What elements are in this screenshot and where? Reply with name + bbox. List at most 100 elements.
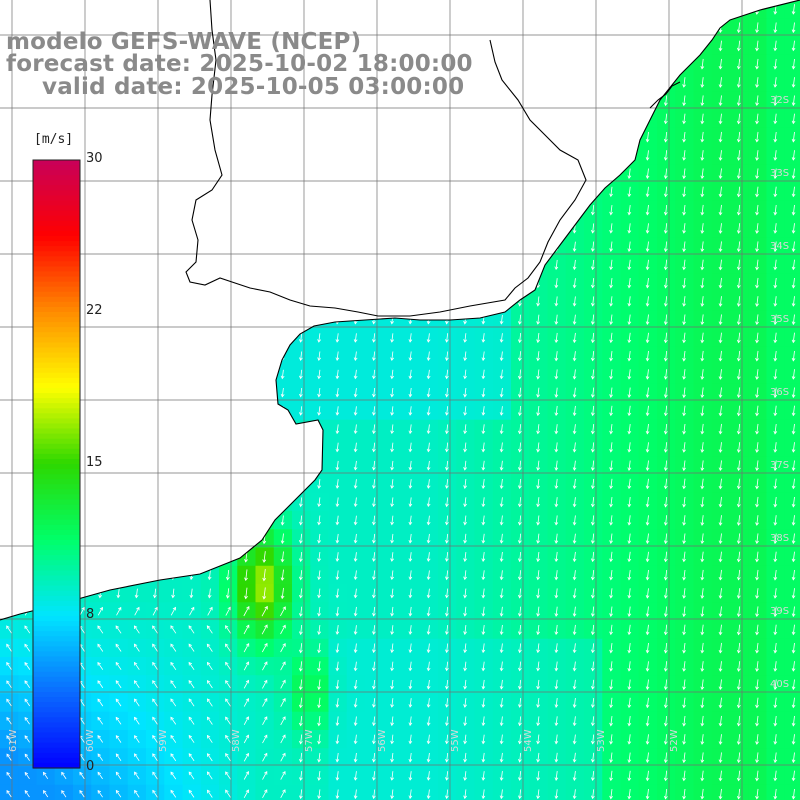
wind-arrow bbox=[26, 588, 29, 598]
wind-arrow-head bbox=[61, 156, 66, 161]
wind-cell bbox=[146, 419, 165, 439]
wind-arrow-head bbox=[25, 539, 30, 544]
wind-arrow bbox=[190, 515, 193, 525]
wind-arrow bbox=[373, 387, 376, 397]
wind-arrow-head bbox=[536, 412, 541, 417]
wind-arrow bbox=[573, 314, 576, 325]
wind-arrow-head bbox=[317, 430, 322, 435]
wind-arrow-head bbox=[791, 193, 796, 198]
wind-arrow bbox=[446, 150, 449, 160]
wind-arrow-head bbox=[134, 247, 139, 252]
wind-arrow-head bbox=[590, 375, 595, 380]
wind-arrow-head bbox=[773, 47, 778, 52]
wind-cell bbox=[200, 255, 220, 275]
wind-cell bbox=[346, 109, 366, 129]
wind-arrow-head bbox=[153, 320, 157, 325]
wind-arrow bbox=[555, 405, 558, 416]
wind-cell bbox=[292, 273, 311, 293]
wind-arrow-head bbox=[718, 540, 723, 545]
wind-arrow-head bbox=[755, 303, 759, 307]
wind-arrow bbox=[135, 442, 138, 452]
wind-arrow-head bbox=[189, 521, 194, 526]
wind-arrow-head bbox=[755, 467, 759, 472]
wind-arrow bbox=[756, 460, 759, 471]
wind-arrow-head bbox=[718, 595, 723, 599]
wind-arrow bbox=[464, 606, 467, 616]
wind-arrow bbox=[135, 570, 138, 580]
wind-arrow-head bbox=[171, 503, 176, 508]
wind-arrow bbox=[665, 679, 668, 690]
wind-arrow-head bbox=[262, 284, 267, 288]
wind-arrow bbox=[8, 168, 11, 178]
wind-cell bbox=[547, 91, 567, 110]
wind-arrow bbox=[628, 478, 631, 489]
wind-arrow bbox=[665, 533, 668, 544]
wind-arrow-head bbox=[262, 156, 267, 161]
wind-arrow-head bbox=[609, 576, 613, 581]
wind-arrow bbox=[701, 533, 704, 544]
wind-arrow bbox=[409, 132, 412, 142]
wind-arrow-head bbox=[244, 412, 249, 416]
wind-arrow bbox=[154, 387, 157, 397]
wind-cell bbox=[474, 127, 494, 147]
wind-arrow bbox=[8, 223, 11, 233]
wind-arrow bbox=[8, 533, 11, 543]
wind-arrow-head bbox=[773, 449, 778, 453]
wind-arrow bbox=[592, 296, 595, 306]
wind-arrow-head bbox=[572, 394, 577, 398]
wind-arrow bbox=[719, 569, 722, 580]
wind-arrow bbox=[225, 643, 232, 652]
wind-arrow bbox=[281, 187, 284, 197]
wind-cell bbox=[146, 383, 165, 402]
wind-arrow bbox=[738, 515, 741, 526]
wind-arrow bbox=[792, 113, 795, 124]
wind-arrow bbox=[628, 259, 631, 270]
wind-arrow-head bbox=[718, 485, 723, 490]
wind-cell bbox=[784, 438, 800, 457]
wind-arrow bbox=[245, 369, 248, 379]
wind-arrow bbox=[774, 369, 777, 380]
wind-arrow-head bbox=[98, 339, 103, 343]
wind-cell bbox=[127, 547, 147, 567]
wind-arrow-head bbox=[773, 157, 778, 161]
wind-arrow bbox=[592, 643, 595, 653]
wind-arrow bbox=[391, 588, 394, 598]
wind-arrow bbox=[719, 296, 722, 307]
wind-arrow bbox=[756, 515, 759, 526]
wind-arrow bbox=[318, 241, 321, 251]
wind-arrow-head bbox=[554, 667, 559, 672]
wind-arrow-head bbox=[153, 521, 157, 526]
wind-arrow bbox=[756, 113, 759, 124]
wind-arrow bbox=[628, 95, 631, 106]
wind-arrow-head bbox=[445, 357, 449, 362]
wind-cell bbox=[255, 127, 275, 147]
wind-cell bbox=[474, 54, 494, 74]
wind-arrow-head bbox=[718, 631, 723, 636]
wind-cell bbox=[200, 127, 220, 147]
wind-arrow bbox=[683, 113, 686, 124]
wind-arrow bbox=[172, 497, 175, 507]
wind-arrow-head bbox=[682, 503, 686, 508]
wind-arrow bbox=[482, 187, 485, 197]
wind-arrow bbox=[537, 59, 540, 69]
wind-arrow bbox=[99, 515, 102, 525]
wind-cell bbox=[200, 200, 220, 220]
wind-arrow bbox=[300, 132, 303, 142]
wind-arrow-head bbox=[136, 606, 140, 611]
wind-arrow bbox=[8, 278, 11, 288]
wind-arrow-head bbox=[554, 576, 559, 581]
wind-arrow bbox=[519, 606, 522, 617]
wind-arrow-head bbox=[517, 576, 522, 581]
wind-arrow bbox=[409, 460, 412, 470]
wind-cell bbox=[565, 164, 585, 183]
wind-arrow-head bbox=[299, 156, 303, 161]
wind-cell bbox=[492, 237, 512, 256]
wind-arrow-head bbox=[191, 606, 195, 611]
wind-arrow bbox=[738, 95, 741, 106]
wind-arrow bbox=[391, 260, 394, 270]
wind-arrow bbox=[318, 132, 321, 142]
wind-arrow-head bbox=[189, 10, 194, 15]
wind-arrow bbox=[646, 661, 649, 672]
wind-arrow bbox=[555, 113, 558, 124]
wind-arrow-head bbox=[682, 102, 686, 107]
